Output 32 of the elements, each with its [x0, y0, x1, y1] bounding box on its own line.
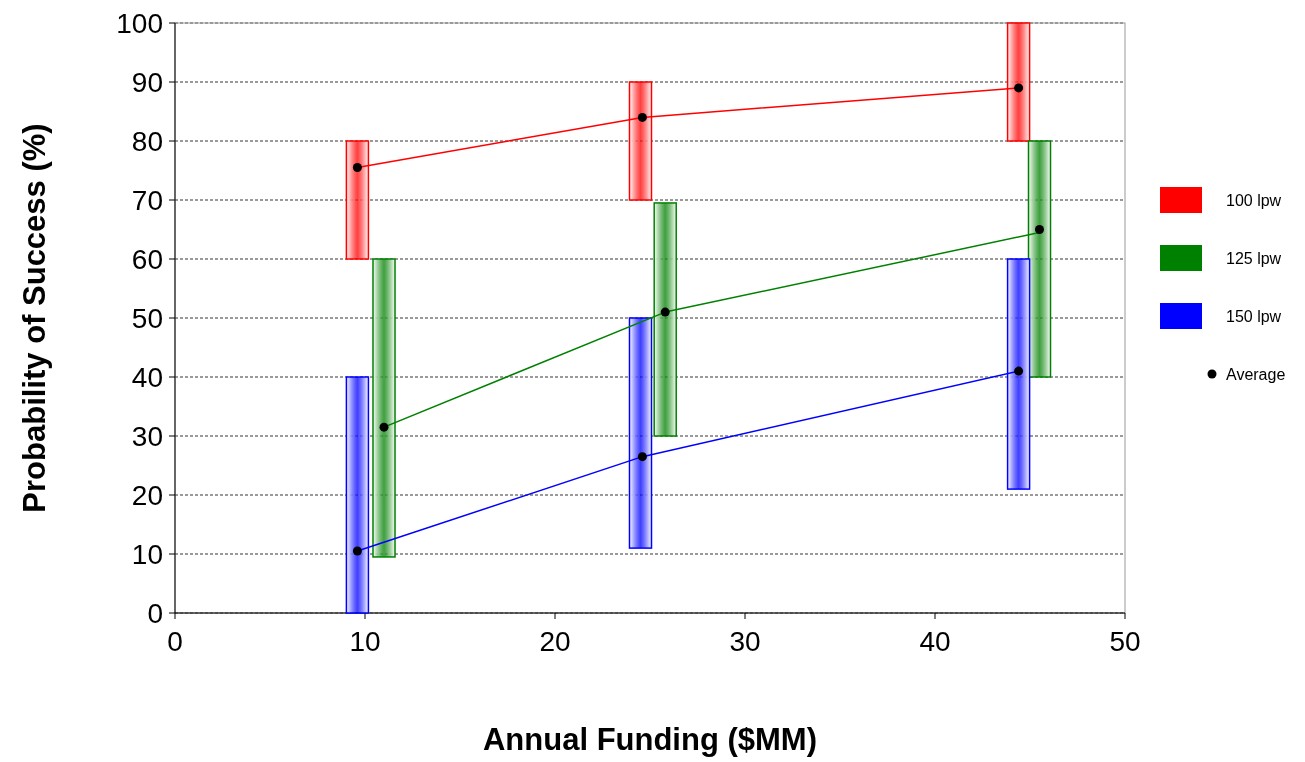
y-tick-label: 80 — [131, 125, 163, 157]
y-tick-label: 70 — [131, 184, 163, 216]
legend-label: 125 lpw — [1226, 249, 1282, 267]
y-tick-label: 40 — [131, 361, 163, 393]
x-tick-label: 50 — [1109, 626, 1141, 657]
point — [352, 546, 362, 556]
legend-label: Average — [1226, 365, 1286, 383]
point — [660, 307, 670, 317]
point — [1035, 225, 1044, 234]
point — [637, 452, 647, 462]
x-tick-label: 20 — [539, 626, 571, 657]
point — [637, 112, 647, 122]
x-axis-title: Annual Funding ($MM) — [482, 722, 818, 757]
y-tick-label: 90 — [131, 66, 163, 98]
y-tick-label: 0 — [147, 597, 163, 629]
y-tick-label: 30 — [131, 420, 163, 452]
x-tick-label: 30 — [729, 626, 761, 657]
x-tick-label: 0 — [167, 626, 183, 657]
x-tick-label: 40 — [919, 626, 951, 657]
y-tick-label: 20 — [131, 479, 163, 511]
y-tick-label: 50 — [131, 302, 163, 334]
y-axis-title: Probability of Success (%) — [17, 123, 52, 513]
y-tick-label: 100 — [116, 7, 163, 39]
legend-label: 150 lpw — [1226, 307, 1282, 325]
point — [1014, 366, 1024, 376]
x-tick-label: 10 — [349, 626, 381, 657]
point — [379, 422, 389, 432]
legend-label: 100 lpw — [1226, 191, 1282, 209]
point — [352, 163, 362, 173]
point — [1014, 83, 1024, 93]
y-tick-label: 60 — [131, 243, 163, 275]
y-tick-label: 10 — [131, 538, 163, 570]
